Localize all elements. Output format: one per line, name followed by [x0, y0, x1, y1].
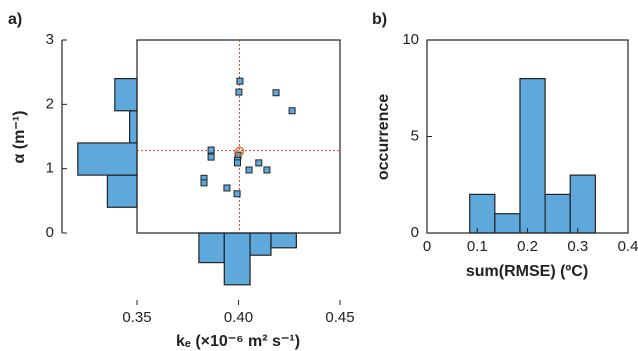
y-tick-label: 0 [411, 224, 419, 241]
histogram-bar [569, 174, 596, 234]
y-axis-label: α (m⁻¹) [11, 111, 28, 164]
panel-label: a) [8, 11, 22, 28]
histogram-bar [114, 77, 138, 112]
scatter-point [233, 159, 241, 167]
x-tick-label: 0.4 [618, 238, 638, 255]
scatter-point [207, 146, 215, 154]
scatter-point [288, 107, 296, 115]
scatter-point [263, 166, 271, 174]
scatter-point [245, 166, 253, 174]
x-tick-label: 0 [423, 238, 431, 255]
histogram-bar [249, 232, 272, 256]
histogram-bar [77, 142, 138, 176]
scatter-point [207, 153, 215, 161]
scatter-point [223, 184, 231, 192]
histogram-bar [106, 174, 138, 208]
highlight-point [234, 146, 245, 157]
histogram-bar [198, 232, 225, 264]
scatter-point [255, 159, 263, 167]
x-tick-label: 0.40 [224, 309, 253, 326]
scatter-point [272, 89, 280, 97]
histogram-bar [519, 77, 546, 234]
x-tick-label: 0.35 [122, 309, 151, 326]
y-tick-label: 5 [411, 127, 419, 144]
y-tick-label: 3 [46, 31, 54, 48]
x-tick-label: 0.1 [467, 238, 488, 255]
scatter-point [236, 77, 244, 85]
x-tick-label: 0.2 [517, 238, 538, 255]
y-tick-label: 2 [46, 95, 54, 112]
y-axis-label: occurrence [375, 94, 392, 180]
scatter-point [235, 88, 243, 96]
y-tick-label: 1 [46, 160, 54, 177]
histogram-bar [494, 213, 521, 234]
plot-frame [136, 39, 341, 234]
y-tick-label: 10 [402, 31, 419, 48]
histogram-bar [469, 193, 496, 234]
x-axis-label: kₑ (×10⁻⁶ m² s⁻¹) [176, 333, 300, 350]
y-tick-label: 0 [46, 224, 54, 241]
x-tick-label: 0.3 [567, 238, 588, 255]
x-tick-label: 0.45 [325, 309, 354, 326]
histogram-bar [223, 232, 251, 286]
x-axis-label: sum(RMSE) (ºC) [466, 263, 588, 280]
scatter-point [233, 190, 241, 198]
scatter-point [200, 179, 208, 187]
histogram-bar [270, 232, 297, 249]
panel-label: b) [372, 11, 387, 28]
histogram-bar [544, 193, 571, 234]
histogram-bar [129, 110, 138, 144]
